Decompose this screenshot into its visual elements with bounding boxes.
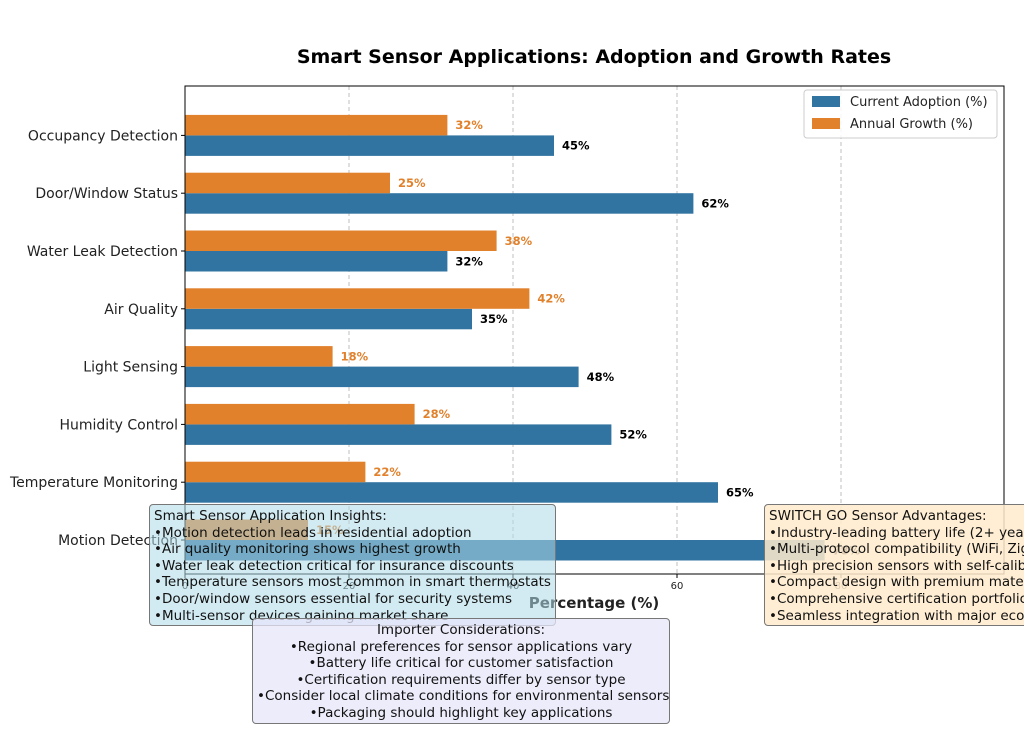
growth-value-label: 18% <box>341 349 369 363</box>
legend: Current Adoption (%) Annual Growth (%) <box>803 89 998 139</box>
growth-bar <box>185 461 366 483</box>
legend-swatch <box>812 118 840 129</box>
growth-value-label: 38% <box>505 234 533 248</box>
importer-box: Importer Considerations: Regional prefer… <box>252 618 670 724</box>
y-tick-label: Motion Detection <box>58 533 178 549</box>
chart-title: Smart Sensor Applications: Adoption and … <box>297 46 891 68</box>
y-tick-label: Water Leak Detection <box>27 244 178 260</box>
insights-item: Temperature sensors most common in smart… <box>154 574 551 591</box>
importer-item: Packaging should highlight key applicati… <box>257 705 665 722</box>
growth-bar <box>185 114 448 136</box>
advantages-box: SWITCH GO Sensor Advantages: Industry-le… <box>764 504 1024 626</box>
growth-bar <box>185 346 333 367</box>
adoption-bar <box>185 193 694 214</box>
legend-frame <box>803 89 998 139</box>
adoption-value-label: 52% <box>619 428 647 442</box>
y-tick-label: Door/Window Status <box>35 186 178 202</box>
adoption-bar <box>185 135 554 156</box>
adoption-value-label: 62% <box>701 196 729 210</box>
plot-frame <box>184 85 1005 575</box>
y-tick-label: Air Quality <box>104 302 178 318</box>
insights-item: Door/window sensors essential for securi… <box>154 591 551 608</box>
importer-item: Battery life critical for customer satis… <box>257 655 665 672</box>
growth-value-label: 22% <box>373 465 401 479</box>
x-tick-label: 60 <box>671 581 684 592</box>
insights-box: Smart Sensor Application Insights: Motio… <box>149 504 556 626</box>
importer-item: Consider local climate conditions for en… <box>257 688 669 705</box>
advantages-item: Industry-leading battery life (2+ years <box>769 525 1024 542</box>
adoption-bar <box>185 308 472 330</box>
growth-value-label: 32% <box>455 118 483 132</box>
growth-bar <box>185 288 530 309</box>
advantages-item: Seamless integration with major ecos <box>769 608 1024 625</box>
legend-label: Current Adoption (%) <box>850 95 988 110</box>
y-tick-label: Humidity Control <box>59 417 178 433</box>
advantages-item: Compact design with premium mater <box>769 574 1024 591</box>
insights-item: Air quality monitoring shows highest gro… <box>154 541 551 558</box>
growth-value-label: 28% <box>423 407 451 421</box>
insights-item: Motion detection leads in residential ad… <box>154 525 551 542</box>
y-axis: Motion Detection Temperature Monitoring Hu… <box>9 128 185 549</box>
adoption-bar <box>185 424 612 445</box>
advantages-item: Comprehensive certification portfolic <box>769 591 1024 608</box>
x-axis-label: Percentage (%) <box>529 594 659 612</box>
growth-value-label: 25% <box>398 176 426 190</box>
adoption-value-label: 35% <box>480 312 508 326</box>
importer-item: Certification requirements differ by sen… <box>257 672 665 689</box>
growth-bar <box>185 172 390 194</box>
advantages-item: Multi-protocol compatibility (WiFi, Zig <box>769 541 1024 558</box>
adoption-value-label: 45% <box>562 139 590 153</box>
growth-bar <box>185 403 415 425</box>
insights-item: Water leak detection critical for insura… <box>154 558 551 575</box>
importer-title: Importer Considerations: <box>376 622 546 638</box>
legend-label: Annual Growth (%) <box>850 117 973 132</box>
adoption-bar <box>185 482 718 503</box>
y-tick-label: Light Sensing <box>83 360 178 376</box>
advantages-title: SWITCH GO Sensor Advantages: <box>769 508 987 524</box>
adoption-bar <box>185 251 448 272</box>
legend-swatch <box>812 96 840 107</box>
y-tick-label: Occupancy Detection <box>28 128 178 144</box>
growth-bar <box>185 230 497 251</box>
growth-value-label: 42% <box>537 292 565 306</box>
adoption-value-label: 65% <box>726 485 754 499</box>
insights-title: Smart Sensor Application Insights: <box>154 508 387 524</box>
adoption-value-label: 32% <box>455 254 483 268</box>
importer-item: Regional preferences for sensor applicat… <box>257 639 665 656</box>
adoption-value-label: 48% <box>587 370 615 384</box>
advantages-item: High precision sensors with self-calib <box>769 558 1024 575</box>
adoption-bar <box>185 366 579 388</box>
y-tick-label: Temperature Monitoring <box>9 475 178 491</box>
